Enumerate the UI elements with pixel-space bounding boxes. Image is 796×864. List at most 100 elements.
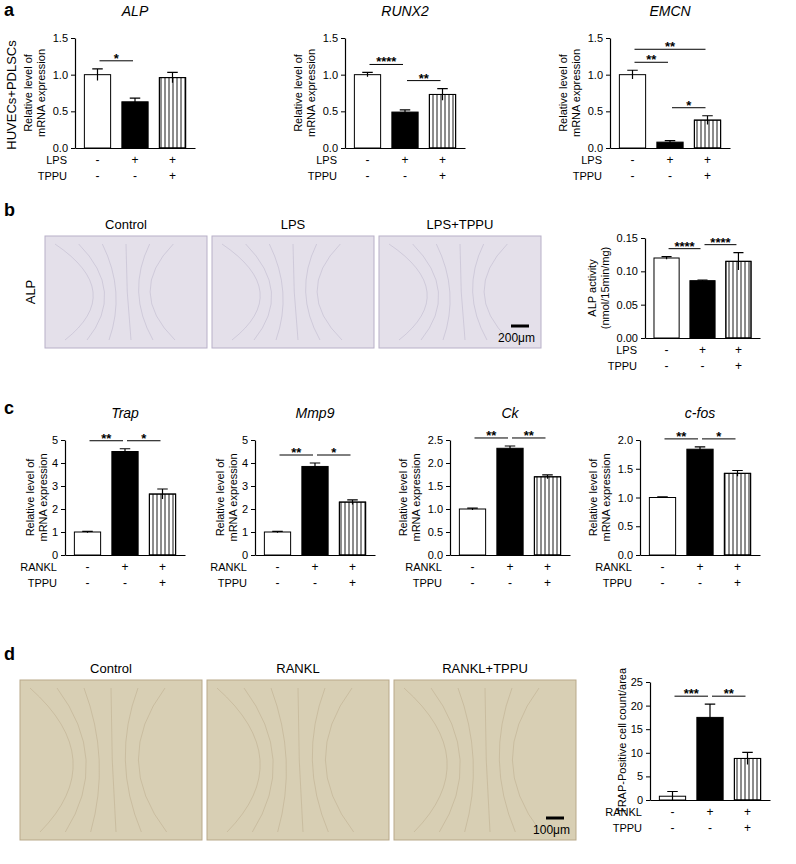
texture	[512, 688, 540, 832]
texture	[111, 688, 116, 832]
chart: 0.00.51.01.5ALPRelative level ofmRNA exp…	[22, 3, 196, 183]
treatment-label: LPS	[616, 344, 637, 356]
y-axis: 012345	[242, 434, 256, 561]
error-bar	[167, 72, 178, 82]
y-tick-label: 0.0	[323, 142, 338, 154]
texture	[269, 244, 283, 340]
bar	[690, 281, 715, 338]
treatment-sign: +	[704, 153, 711, 167]
x-axis	[451, 555, 571, 557]
treatment-sign: -	[665, 343, 669, 357]
y-tick: 5	[637, 770, 650, 782]
y-axis-line	[610, 39, 611, 149]
y-tick-mark	[341, 75, 345, 76]
bar	[734, 758, 760, 800]
bar-hatch	[724, 473, 750, 555]
y-axis: 0.000.050.100.15	[617, 232, 646, 344]
bar	[159, 78, 185, 148]
y-tick: 0	[637, 794, 650, 806]
y-tick-label: 1.5	[323, 32, 338, 44]
treatment-sign: +	[121, 560, 128, 574]
y-tick-mark	[61, 532, 65, 533]
y-tick-mark	[61, 509, 65, 510]
y-tick: 0.5	[323, 105, 345, 117]
error-bar	[695, 447, 706, 452]
treatment-label: RANKL	[405, 561, 442, 573]
y-tick: 0.0	[428, 549, 450, 561]
treatment-sign: +	[544, 560, 551, 574]
y-tick-label: 1.0	[323, 69, 338, 81]
treatment-sign: +	[735, 359, 742, 373]
texture	[298, 688, 303, 832]
texture	[246, 244, 272, 340]
error-bar	[467, 508, 478, 510]
chart-title: Mmp9	[296, 405, 335, 421]
y-tick-label: 4	[242, 457, 248, 469]
x-axis	[611, 148, 731, 150]
plot-area	[84, 69, 185, 148]
y-axis-line	[65, 441, 66, 556]
plot-area	[649, 447, 750, 555]
treatment-sign: +	[131, 153, 138, 167]
treatment-sign: +	[706, 805, 713, 819]
y-axis-line	[645, 239, 646, 339]
y-axis-title: Relative level of	[397, 458, 409, 537]
y-tick-label: 5	[242, 434, 248, 446]
y-axis-title: TRAP-Positive cell count/area	[616, 667, 628, 814]
y-tick-label: 0.5	[428, 526, 443, 538]
y-tick: 5	[242, 434, 255, 446]
scale-bar-label: 100μm	[533, 823, 570, 837]
bar	[724, 473, 750, 555]
y-tick-mark	[341, 148, 345, 149]
y-tick-mark	[636, 469, 640, 470]
treatment-label: RANKL	[210, 561, 247, 573]
texture	[55, 244, 93, 340]
error-bar	[120, 449, 131, 455]
y-tick-mark	[61, 463, 65, 464]
error-bar	[130, 98, 141, 105]
image-label: LPS	[281, 217, 306, 232]
x-axis	[66, 555, 186, 557]
y-tick: 1.0	[588, 69, 610, 81]
y-tick: 0.5	[428, 526, 450, 538]
treatment-sign: -	[403, 169, 407, 183]
significance-label: **	[101, 431, 112, 446]
plot-area	[654, 253, 751, 338]
texture	[317, 244, 342, 340]
y-tick-mark	[251, 509, 255, 510]
significance-label: **	[676, 429, 687, 444]
y-tick-label: 2.5	[428, 434, 443, 446]
y-tick-mark	[71, 111, 75, 112]
treatment-sign: -	[661, 560, 665, 574]
y-tick-mark	[446, 555, 450, 556]
y-tick-mark	[446, 440, 450, 441]
bar-hatch	[734, 758, 760, 800]
y-tick-label: 1	[242, 526, 248, 538]
y-tick-mark	[646, 729, 650, 730]
y-tick-mark	[636, 555, 640, 556]
y-tick: 20	[631, 700, 650, 712]
error-bar	[92, 69, 103, 81]
texture	[325, 688, 353, 832]
treatment-sign: +	[159, 560, 166, 574]
bar	[687, 449, 713, 555]
scale-bar	[511, 325, 529, 328]
texture	[30, 688, 73, 832]
significance-label: *	[331, 445, 337, 460]
treatment-sign: -	[96, 169, 100, 183]
treatment-sign: -	[471, 576, 475, 590]
y-axis-title: Relative level of	[557, 53, 569, 132]
y-axis-title: mRNA expression	[35, 49, 47, 137]
treatment-sign: -	[133, 169, 137, 183]
micrograph	[45, 236, 207, 348]
bar	[354, 75, 380, 148]
y-axis-title: Relative level of	[292, 53, 304, 132]
significance-label: ****	[376, 54, 397, 69]
x-axis	[76, 148, 196, 150]
y-tick-label: 0.5	[323, 105, 338, 117]
y-tick-mark	[61, 440, 65, 441]
error-bar	[732, 470, 743, 476]
y-tick-label: 0.10	[617, 265, 638, 277]
chart-title: Ck	[501, 405, 519, 421]
treatment-sign: -	[123, 576, 127, 590]
